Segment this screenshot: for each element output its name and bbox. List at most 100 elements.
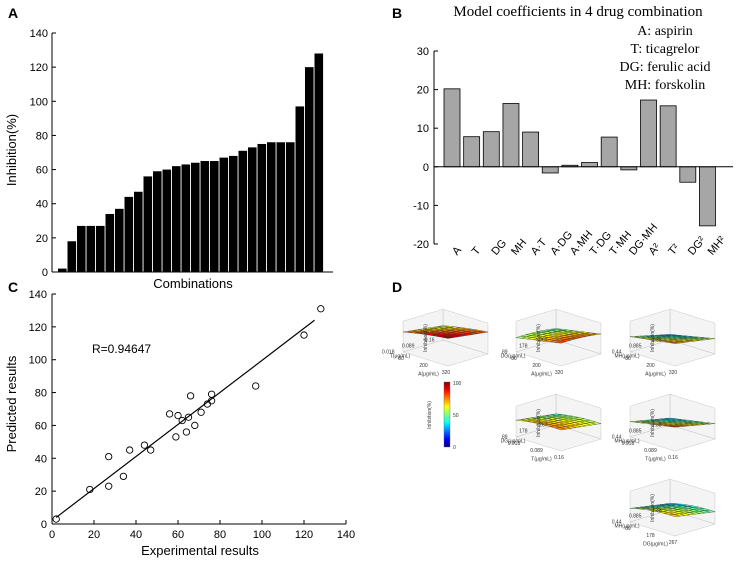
bar-15 xyxy=(191,162,200,272)
scatter-point-13 xyxy=(182,428,191,436)
bar-11 xyxy=(153,171,162,272)
panel-c-xlabel: Experimental results xyxy=(141,543,259,558)
panel-d-letter: D xyxy=(392,279,402,295)
surface-ylabel: MH(μg/mL) xyxy=(614,524,639,530)
panel-a-letter: A xyxy=(8,5,18,21)
panel-c-xtick-label: 140 xyxy=(337,529,355,541)
scatter-point-14 xyxy=(184,413,193,421)
panel-b-category-label: DG xyxy=(489,237,509,257)
surface-ytick: 89 xyxy=(502,435,508,441)
panel-c-letter: C xyxy=(8,279,18,295)
panel-a: A 0 20 40 60 80 100 120 140 Combinations Inhibi… xyxy=(4,5,333,291)
surface-xtick: 178 xyxy=(646,533,655,539)
floor xyxy=(515,339,602,367)
bar-7 xyxy=(115,208,124,272)
surface-ytick: 178 xyxy=(519,344,528,350)
panel-b-category-label: A·T xyxy=(529,236,550,258)
panel-a-ytick-label: 100 xyxy=(30,96,48,108)
scatter-point-20 xyxy=(207,397,216,405)
panel-a-ytick-label: 120 xyxy=(30,62,48,74)
scatter-point-10 xyxy=(172,433,180,441)
coef-bar-11 xyxy=(640,99,657,168)
bar-12 xyxy=(162,169,172,272)
scatter-point-9 xyxy=(165,410,174,418)
coef-bar-9 xyxy=(600,136,618,168)
surface-xtick: 267 xyxy=(669,540,678,546)
bar-6 xyxy=(105,213,115,272)
bar-18 xyxy=(219,157,229,272)
panel-b-category-label: MH² xyxy=(706,234,729,258)
panel-a-axes: 0 20 40 60 80 100 120 140 xyxy=(30,28,333,279)
legend-entry-ferulic-acid: DG: ferulic acid xyxy=(620,60,711,75)
surface-xlabel: T(μg/mL) xyxy=(531,456,552,462)
panel-a-ytick-label: 40 xyxy=(36,199,48,211)
panel-b-bars xyxy=(443,88,716,227)
panel-b-category-label: T xyxy=(470,245,484,258)
scatter-point-8 xyxy=(147,446,155,454)
bar-3 xyxy=(77,225,86,272)
colorbar-tick-mid: 50 xyxy=(453,413,459,419)
panel-b: B Model coefficients in 4 drug combinati… xyxy=(392,4,733,258)
panel-c-ytick-label: 40 xyxy=(35,453,47,465)
scatter-point-21 xyxy=(252,382,260,390)
scatter-point-19 xyxy=(207,390,216,398)
bar-23 xyxy=(267,142,276,272)
panel-c-xtick-label: 80 xyxy=(214,529,226,541)
surface-ytick: 0.885 xyxy=(629,344,642,350)
panel-b-ytick-label: -20 xyxy=(413,239,429,251)
surface-zlabel: Inhibition(%) xyxy=(536,324,542,352)
coef-bar-2 xyxy=(463,136,481,168)
surface-ytick: 0.885 xyxy=(629,514,642,520)
surface-xtick: 320 xyxy=(555,370,564,376)
surface-xtick: 200 xyxy=(646,363,655,369)
surface-xtick: 200 xyxy=(532,363,541,369)
surface-ytick: 0.44 xyxy=(612,350,622,356)
scatter-point-11 xyxy=(174,411,182,420)
surface-plot-2: Inhibition(%) 80 200 320 267 178 89 A(μg/mL) DG(… xyxy=(501,308,602,377)
coef-bar-14 xyxy=(699,166,716,227)
surface-plot-4: Inhibition(%) 0.018 0.089 0.16 267 178 89 T(μg/… xyxy=(501,393,602,462)
bar-13 xyxy=(172,166,181,272)
panel-b-ytick-label: 0 xyxy=(423,162,429,174)
surface-xlabel: A(μg/mL) xyxy=(645,371,666,377)
bar-22 xyxy=(257,143,267,272)
surface-zlabel: Inhibition(%) xyxy=(650,324,656,352)
surface-cell xyxy=(664,417,676,420)
surface-ytick: 0.44 xyxy=(612,435,622,441)
bar-28 xyxy=(314,53,324,272)
surface-xtick: 0.018 xyxy=(622,441,635,447)
surface-ytick: 178 xyxy=(519,429,528,435)
surface-xtick: 80 xyxy=(398,356,404,362)
floor xyxy=(629,339,716,367)
scatter-point-15 xyxy=(186,392,195,400)
panel-b-ytick-label: 30 xyxy=(417,46,429,58)
surface-xtick: 80 xyxy=(511,356,517,362)
surface-xtick: 0.16 xyxy=(668,455,678,461)
panel-b-letter: B xyxy=(392,5,402,21)
scatter-point-5 xyxy=(119,472,128,481)
panel-c-ytick-label: 20 xyxy=(35,486,47,498)
colorbar-gradient xyxy=(443,381,451,448)
bar-2 xyxy=(67,241,77,272)
surface-cell xyxy=(550,328,562,330)
legend-entry-ticagrelor: T: ticagrelor xyxy=(631,42,700,57)
floor xyxy=(402,339,489,367)
scatter-point-12 xyxy=(178,416,186,425)
bar-27 xyxy=(305,67,314,273)
panel-b-ytick-label: -10 xyxy=(413,200,429,212)
floor xyxy=(515,424,602,452)
surface-ylabel: T(μg/mL) xyxy=(390,354,411,360)
bar-14 xyxy=(181,164,191,272)
coef-bar-4 xyxy=(502,103,520,168)
coef-bar-13 xyxy=(679,166,697,183)
scatter-point-6 xyxy=(126,446,134,454)
scatter-point-1 xyxy=(52,515,60,523)
panel-c-plot: 0 20 40 60 80 100 120 140 0 20 40 60 80 100 120 140 xyxy=(29,289,356,541)
panel-b-ytick-label: 20 xyxy=(417,85,429,97)
surface-zlabel: Inhibition(%) xyxy=(423,324,429,352)
bar-19 xyxy=(229,155,238,272)
bar-16 xyxy=(200,161,210,272)
panel-d-colorbar: 100 50 0 Inhibition(%) xyxy=(427,381,462,451)
panel-a-bars xyxy=(58,53,324,273)
surface-ylabel: DG(μg/mL) xyxy=(501,354,526,360)
